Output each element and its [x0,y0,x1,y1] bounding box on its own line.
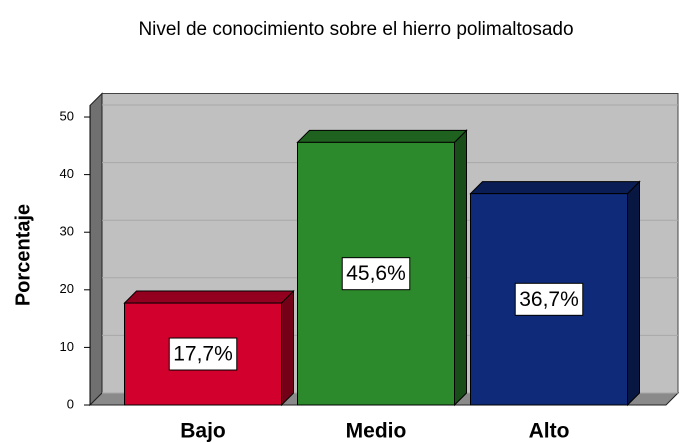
bar-side [627,180,640,407]
x-tick-label: Alto [529,420,570,443]
bar-side [454,129,467,407]
y-tick-label: 0 [67,396,74,411]
chart-title: Nivel de conocimiento sobre el hierro po… [138,19,573,40]
bar-top [123,290,295,304]
y-tick-label: 50 [60,108,74,123]
bar-side [281,289,294,407]
x-tick-label: Bajo [180,420,226,443]
value-label: 17,7% [173,343,233,366]
y-tick-label: 40 [60,166,74,181]
x-tick-label: Medio [346,420,407,443]
y-tick-label: 20 [60,281,74,296]
value-label-box [514,282,584,316]
y-axis-label: Porcentaje [12,204,34,306]
bar-top [469,181,641,195]
value-label: 45,6% [346,262,406,285]
y-tick-label: 30 [60,224,74,239]
left-wall [89,92,103,407]
value-label-box [168,337,238,371]
bar-top [296,129,468,143]
value-label: 36,7% [519,288,579,311]
value-label-box [341,257,411,291]
y-tick-label: 10 [60,339,74,354]
